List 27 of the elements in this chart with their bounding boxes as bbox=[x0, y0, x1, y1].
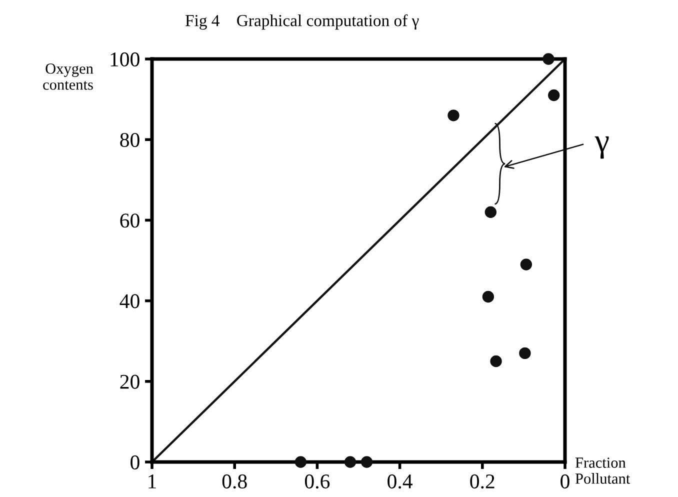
point bbox=[360, 456, 373, 468]
point bbox=[484, 206, 497, 218]
point bbox=[490, 355, 502, 368]
point bbox=[344, 456, 356, 468]
y-tick-label: 0 bbox=[130, 455, 140, 470]
x-tick-label: 0 bbox=[560, 474, 570, 488]
point bbox=[519, 347, 531, 360]
y-tick-label: 20 bbox=[120, 374, 140, 389]
y-tick-label: 100 bbox=[110, 52, 140, 66]
point bbox=[294, 456, 307, 468]
y-tick-label: 60 bbox=[120, 214, 140, 228]
x-tick-label: 0.2 bbox=[470, 474, 494, 489]
point bbox=[542, 53, 554, 65]
x-tick-label: 0.8 bbox=[222, 474, 247, 489]
point bbox=[548, 89, 560, 102]
y-tick-label: 40 bbox=[120, 294, 140, 308]
x-tick-label: 1 bbox=[148, 474, 156, 488]
text: γ bbox=[594, 136, 609, 159]
x-tick-label: 0.4 bbox=[388, 474, 412, 489]
point bbox=[520, 258, 532, 270]
point bbox=[482, 290, 494, 303]
point bbox=[448, 110, 460, 122]
y-tick-label: 80 bbox=[120, 132, 140, 148]
x-axis-title: Fraction Pollutant bbox=[575, 458, 630, 484]
x-tick-label: 0.6 bbox=[304, 474, 330, 489]
chart-title: Fig 4 Graphical computation of γ bbox=[185, 14, 419, 30]
y-axis-title: Oxygen contents bbox=[43, 64, 94, 90]
